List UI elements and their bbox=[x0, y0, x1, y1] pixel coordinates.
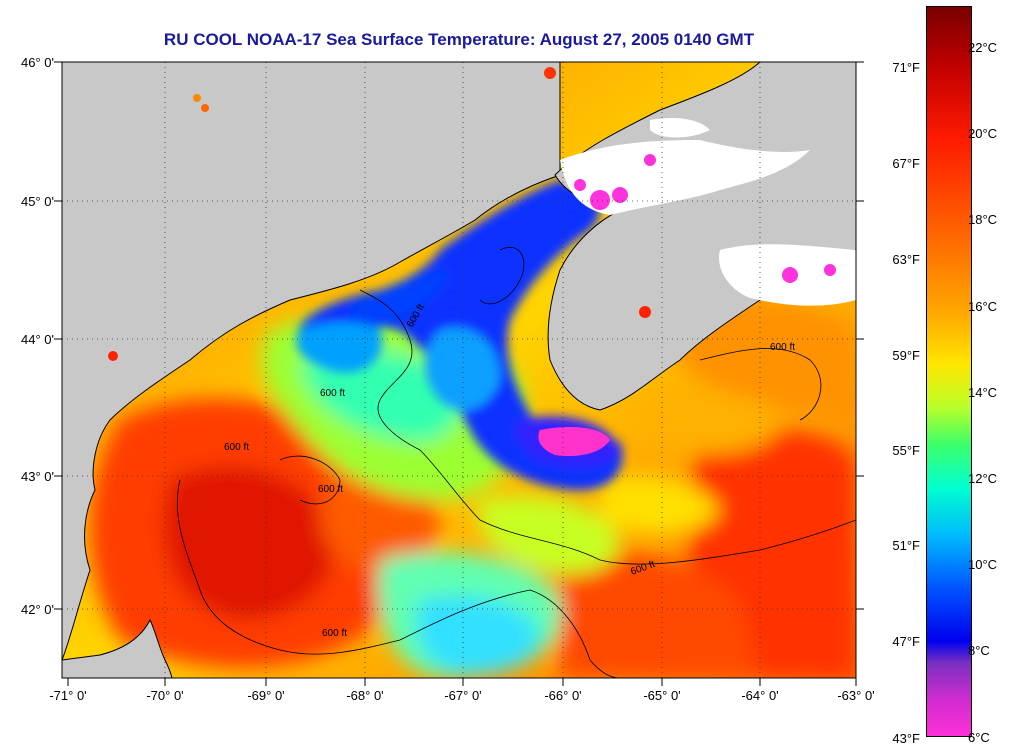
contour-label: 600 ft bbox=[224, 442, 249, 453]
lat-label: 45° 0' bbox=[21, 194, 54, 209]
lon-label: -67° 0' bbox=[444, 688, 482, 703]
fahrenheit-label: 51°F bbox=[892, 538, 920, 553]
fahrenheit-label: 59°F bbox=[892, 348, 920, 363]
celsius-label: 14°C bbox=[968, 385, 998, 400]
celsius-label: 20°C bbox=[968, 126, 998, 141]
temperature-colorbar bbox=[926, 6, 972, 737]
lon-label: -69° 0' bbox=[247, 688, 285, 703]
celsius-label: 6°C bbox=[968, 730, 990, 745]
lon-label: -70° 0' bbox=[146, 688, 184, 703]
inland-lakes bbox=[108, 67, 651, 361]
fahrenheit-label: 67°F bbox=[892, 156, 920, 171]
fahrenheit-label: 43°F bbox=[892, 731, 920, 746]
cloud-edge-noise bbox=[574, 154, 836, 283]
contour-label: 600 ft bbox=[322, 628, 347, 639]
fahrenheit-label: 47°F bbox=[892, 634, 920, 649]
celsius-label: 12°C bbox=[968, 471, 998, 486]
cold-upwelling bbox=[538, 427, 610, 457]
contour-label: 600 ft bbox=[770, 342, 795, 353]
contour-label: 600 ft bbox=[318, 484, 343, 495]
fahrenheit-label: 55°F bbox=[892, 443, 920, 458]
map-title: RU COOL NOAA-17 Sea Surface Temperature:… bbox=[163, 30, 755, 49]
cold-water bbox=[296, 180, 623, 490]
map-frame bbox=[61, 61, 857, 679]
map-area: 600 ft 600 ft 600 ft 600 ft 600 ft 600 f… bbox=[62, 62, 856, 678]
celsius-label: 18°C bbox=[968, 212, 998, 227]
lon-label: -65° 0' bbox=[643, 688, 681, 703]
celsius-label: 8°C bbox=[968, 643, 990, 658]
contour-label: 600 ft bbox=[320, 388, 345, 399]
lon-label: -66° 0' bbox=[544, 688, 582, 703]
lat-label: 43° 0' bbox=[21, 469, 54, 484]
lon-label: -68° 0' bbox=[346, 688, 384, 703]
lon-label: -63° 0' bbox=[837, 688, 875, 703]
fahrenheit-label: 63°F bbox=[892, 252, 920, 267]
depth-contours bbox=[176, 247, 856, 678]
axis-ticks bbox=[54, 61, 864, 686]
fahrenheit-label: 71°F bbox=[892, 60, 920, 75]
celsius-label: 22°C bbox=[968, 40, 998, 55]
lon-label: -71° 0' bbox=[49, 688, 87, 703]
celsius-label: 10°C bbox=[968, 557, 998, 572]
celsius-label: 16°C bbox=[968, 299, 998, 314]
lon-label: -64° 0' bbox=[741, 688, 779, 703]
lat-label: 46° 0' bbox=[21, 55, 54, 70]
lat-label: 42° 0' bbox=[21, 602, 54, 617]
lat-label: 44° 0' bbox=[21, 332, 54, 347]
